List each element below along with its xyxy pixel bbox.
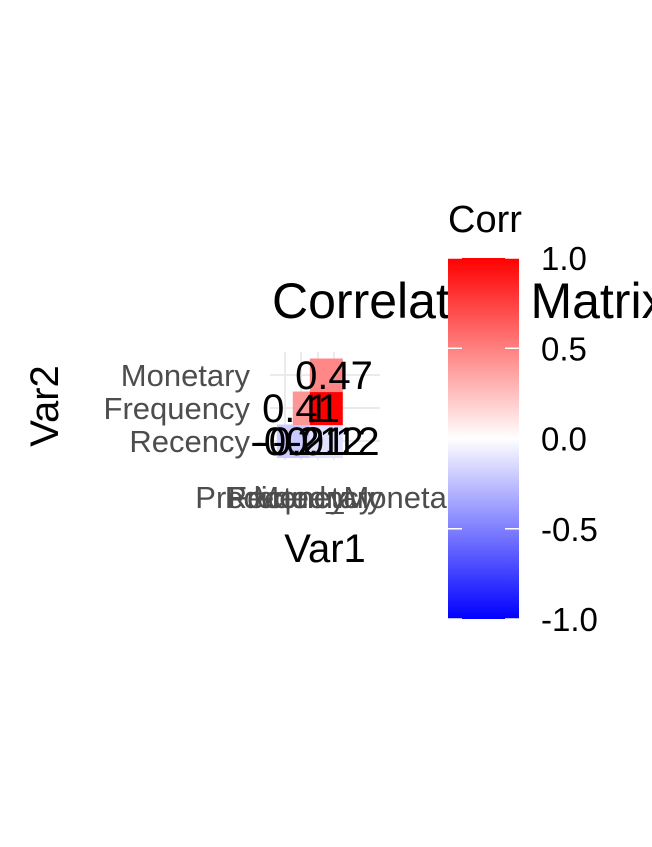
cell-value-labels: 0.470.411-0.2-0.21-0.12-0.12	[251, 354, 380, 464]
legend-tick-label: 1.0	[541, 240, 587, 277]
x-tick-label: Monetary	[253, 480, 383, 515]
cell-value-label: 1	[307, 387, 329, 431]
heatmap-cell	[325, 391, 343, 426]
legend-tick-label: -1.0	[541, 601, 598, 638]
heatmap-cells	[276, 358, 343, 459]
heatmap-cell	[292, 424, 310, 459]
legend-tick-label: -0.5	[541, 511, 598, 548]
heatmap-cell	[309, 358, 327, 393]
y-tick-label: Monetary	[121, 358, 251, 393]
y-tick-label: Recency	[129, 424, 250, 459]
heatmap-cell	[325, 358, 343, 393]
heatmap-cell	[276, 424, 294, 459]
heatmap-cell	[325, 424, 343, 459]
legend: Corr 1.0 0.5 0.0 -0.5 -1.0	[448, 199, 598, 638]
cell-value-label: 0.41	[262, 387, 340, 431]
legend-tick-label: 0.5	[541, 330, 587, 367]
heatmap-cell	[309, 424, 327, 459]
x-axis-title: Var1	[284, 527, 366, 571]
heatmap-cell	[292, 391, 310, 426]
cell-value-label: -0.2	[251, 420, 320, 464]
legend-title: Corr	[448, 199, 522, 241]
cell-value-label: -0.12	[272, 420, 363, 464]
legend-ticks: 1.0 0.5 0.0 -0.5 -1.0	[448, 240, 598, 638]
x-tick-label: Frequency	[228, 480, 375, 515]
x-tick-label: Recency	[225, 480, 346, 515]
cell-value-label: -0.12	[288, 420, 379, 464]
legend-tick-label: 0.0	[541, 421, 587, 458]
cell-value-label: -0.21	[255, 420, 346, 464]
heatmap-cell	[309, 391, 327, 426]
y-tick-label: Frequency	[104, 391, 251, 426]
x-tick-label: Predicted_Monetary	[195, 480, 473, 515]
y-axis-title: Var2	[23, 365, 67, 447]
x-axis-ticks: RecencyFrequencyMonetaryPredicted_Moneta…	[195, 480, 473, 515]
cell-value-label: 0.47	[295, 354, 373, 398]
